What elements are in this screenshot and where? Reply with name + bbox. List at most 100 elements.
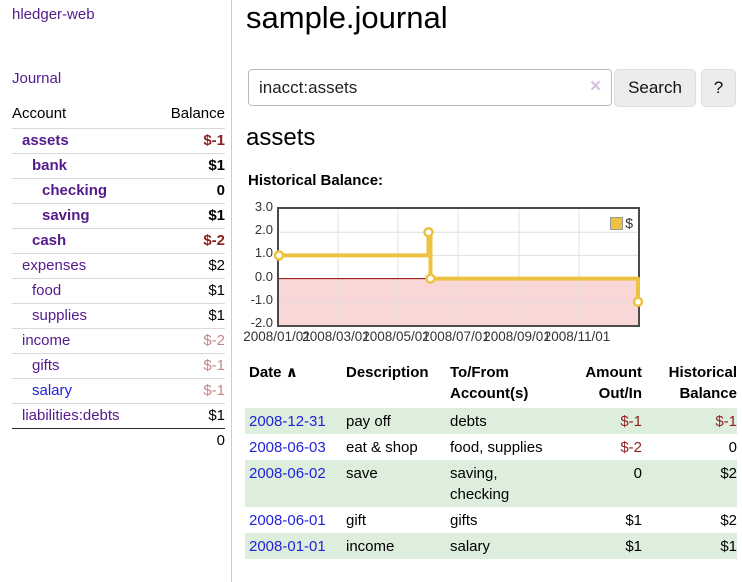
accounts-total-row: 0 — [12, 428, 225, 453]
register-balance-cell: $-1 — [642, 408, 737, 434]
x-axis-tick-label: 2008/05/01 — [362, 329, 430, 344]
register-date-cell: 2008-06-02 — [245, 460, 342, 507]
account-balance: $-1 — [153, 353, 225, 379]
sidebar-account-row: gifts $-1 — [12, 353, 225, 379]
register-row: 2008-06-01 gift gifts $1 $2 — [245, 507, 737, 533]
historical-balance-chart: $ 3.0 2.0 1.0 0.0 -1.0 -2.0 2008/01/01 2008/03/… — [243, 199, 658, 352]
account-balance: $1 — [153, 153, 225, 179]
sidebar-account-row: income $-2 — [12, 328, 225, 354]
register-header-date[interactable]: Date ∧ — [245, 360, 342, 408]
register-row: 2008-06-02 save saving, checking 0 $2 — [245, 460, 737, 507]
balance-line-chart — [273, 209, 644, 325]
register-description-cell: pay off — [342, 408, 446, 434]
y-axis-tick-label: -2.0 — [250, 315, 273, 330]
sidebar-account-row: salary $-1 — [12, 378, 225, 404]
sort-ascending-icon: ∧ — [285, 364, 298, 381]
account-link[interactable]: expenses — [22, 257, 87, 274]
register-header-row: Date ∧ Description To/From Account(s) Am… — [245, 360, 737, 408]
register-date-link[interactable]: 2008-06-01 — [249, 511, 326, 529]
account-cell: assets — [12, 128, 154, 154]
account-balance: $-1 — [153, 128, 225, 154]
register-header-amount: Amount Out/In — [585, 364, 642, 402]
account-link[interactable]: gifts — [32, 357, 60, 374]
register-amount-cell: $-2 — [620, 438, 642, 456]
brand-link[interactable]: hledger-web — [12, 6, 95, 23]
account-cell: gifts — [12, 353, 154, 379]
account-balance: $-2 — [153, 328, 225, 354]
account-balance: $1 — [153, 403, 225, 429]
legend-label: $ — [625, 215, 633, 231]
account-link[interactable]: assets — [22, 132, 69, 149]
register-accounts-cell: salary — [446, 533, 554, 559]
account-cell: food — [12, 278, 154, 304]
sidebar-account-row: assets $-1 — [12, 128, 225, 154]
clear-search-icon[interactable]: × — [590, 76, 602, 97]
register-balance-cell: 0 — [728, 438, 737, 456]
register-header-accounts: To/From Account(s) — [450, 364, 529, 402]
account-cell: checking — [12, 178, 154, 204]
help-button[interactable]: ? — [701, 69, 736, 107]
accounts-table: Account Balance assets $-1 bank $1 checking 0… — [12, 100, 225, 453]
account-cell: income — [12, 328, 154, 354]
x-axis-tick-label: 2008/11/01 — [543, 329, 611, 344]
y-axis-tick-label: 3.0 — [254, 199, 273, 214]
account-balance: $1 — [153, 303, 225, 329]
account-link[interactable]: food — [32, 282, 62, 299]
account-link[interactable]: income — [22, 332, 71, 349]
register-row: 2008-06-03 eat & shop food, supplies $-2 0 — [245, 434, 737, 460]
register-row: 2008-01-01 income salary $1 $1 — [245, 533, 737, 559]
register-date-cell: 2008-06-03 — [245, 434, 342, 460]
x-axis-tick-label: 2008/07/01 — [422, 329, 490, 344]
register-balance-cell: $2 — [720, 511, 737, 529]
register-accounts-cell: gifts — [450, 511, 478, 529]
account-link[interactable]: liabilities:debts — [22, 407, 120, 424]
account-cell: expenses — [12, 253, 154, 279]
account-link[interactable]: cash — [32, 232, 67, 249]
register-header-description: Description — [346, 364, 429, 381]
sidebar-item-journal[interactable]: Journal — [12, 70, 62, 87]
search-button[interactable]: Search — [614, 69, 696, 107]
sidebar-account-row: expenses $2 — [12, 253, 225, 279]
sidebar-account-row: saving $1 — [12, 203, 225, 229]
account-balance: $-1 — [153, 378, 225, 404]
y-axis-tick-label: 2.0 — [254, 222, 273, 238]
chart-plot-area: $ — [273, 207, 644, 327]
register-date-link[interactable]: 2008-12-31 — [249, 412, 326, 430]
account-link[interactable]: saving — [42, 207, 90, 224]
account-cell: bank — [12, 153, 154, 179]
account-cell: cash — [12, 228, 154, 254]
chart-title: Historical Balance: — [248, 172, 384, 189]
account-link[interactable]: salary — [32, 382, 73, 399]
register-date-link[interactable]: 2008-01-01 — [249, 537, 326, 555]
chart-legend: $ — [610, 215, 633, 231]
x-axis-tick-label: 2008/01/01 — [243, 329, 311, 344]
y-axis-tick-label: 1.0 — [254, 245, 273, 261]
search-input[interactable] — [248, 69, 612, 106]
register-date-link[interactable]: 2008-06-02 — [249, 464, 326, 482]
account-link[interactable]: checking — [42, 182, 108, 199]
x-axis-tick-label: 2008/09/01 — [483, 329, 551, 344]
register-row: 2008-12-31 pay off debts $-1 $-1 — [245, 408, 737, 434]
accounts-header-account: Account — [12, 105, 67, 122]
account-heading: assets — [246, 124, 316, 151]
account-balance: $1 — [153, 203, 225, 229]
page-title: sample.journal — [246, 0, 448, 35]
register-description-cell: gift — [346, 511, 367, 529]
accounts-header-balance: Balance — [170, 105, 225, 122]
register-date-link[interactable]: 2008-06-03 — [249, 438, 326, 456]
register-description-cell: income — [342, 533, 446, 559]
register-table: Date ∧ Description To/From Account(s) Am… — [245, 360, 737, 559]
sidebar-account-row: food $1 — [12, 278, 225, 304]
account-cell: salary — [12, 378, 154, 404]
sidebar-account-row: checking 0 — [12, 178, 225, 204]
register-accounts-cell: saving, checking — [446, 460, 554, 507]
account-link[interactable]: supplies — [32, 307, 88, 324]
register-balance-cell: $2 — [642, 460, 737, 507]
account-link[interactable]: bank — [32, 157, 68, 174]
account-cell: liabilities:debts — [12, 403, 154, 429]
register-amount-cell: $1 — [625, 511, 642, 529]
register-date-cell: 2008-12-31 — [245, 408, 342, 434]
x-axis-tick-label: 2008/03/01 — [302, 329, 370, 344]
register-accounts-cell: food, supplies — [450, 438, 543, 456]
